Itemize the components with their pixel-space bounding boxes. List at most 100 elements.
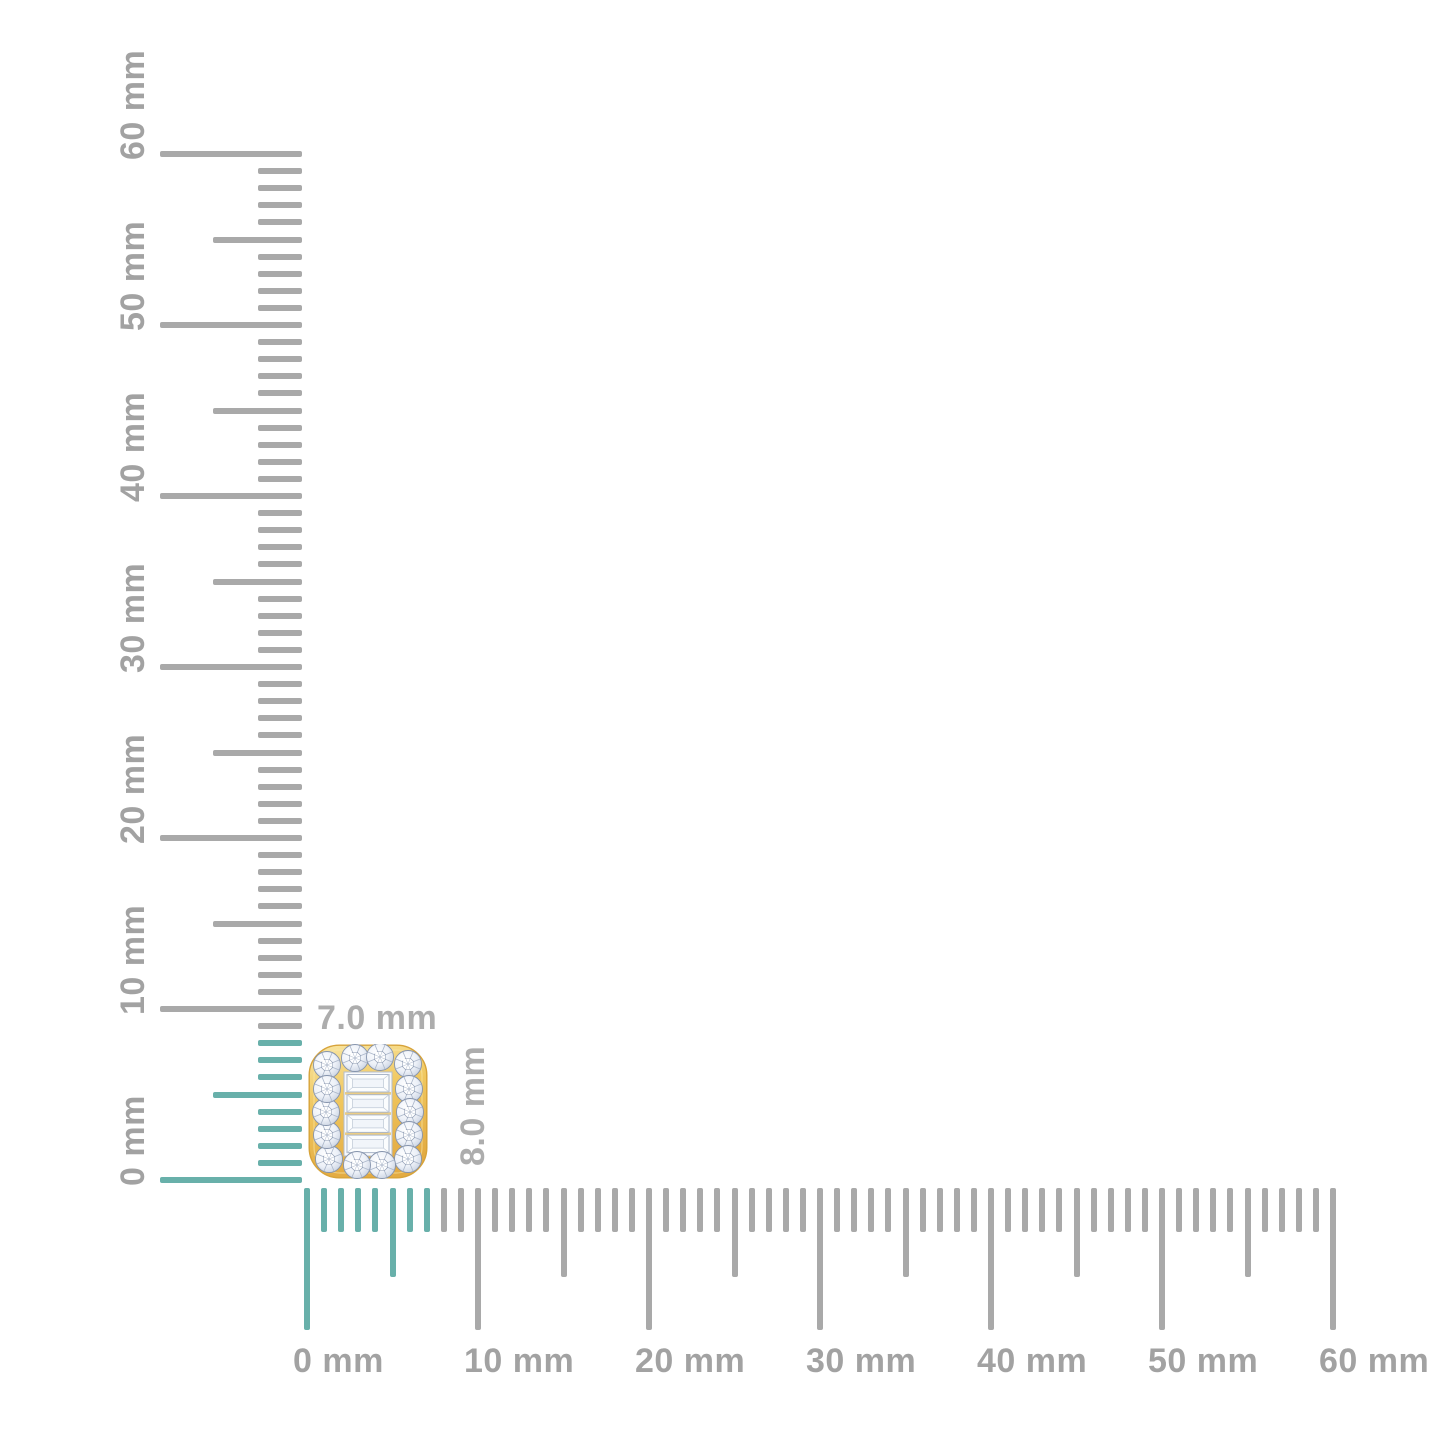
v-ruler-tick-15mm bbox=[213, 920, 302, 927]
v-ruler-tick-30mm bbox=[160, 664, 302, 670]
v-ruler-label-10mm: 10 mm bbox=[114, 904, 152, 1015]
v-ruler-tick-8mm bbox=[258, 1040, 302, 1047]
h-ruler-tick-28mm bbox=[782, 1188, 789, 1232]
v-ruler-tick-23mm bbox=[258, 783, 302, 790]
v-ruler-label-50mm: 50 mm bbox=[114, 220, 152, 331]
h-ruler-label-20mm: 20 mm bbox=[635, 1342, 746, 1380]
h-ruler-tick-56mm bbox=[1261, 1188, 1268, 1232]
h-ruler-tick-32mm bbox=[851, 1188, 858, 1232]
v-ruler-tick-48mm bbox=[258, 356, 302, 363]
h-ruler-tick-2mm bbox=[338, 1188, 345, 1232]
h-ruler-tick-9mm bbox=[457, 1188, 464, 1232]
h-ruler-tick-36mm bbox=[919, 1188, 926, 1232]
h-ruler-tick-41mm bbox=[1005, 1188, 1012, 1232]
h-ruler-tick-47mm bbox=[1107, 1188, 1114, 1232]
v-ruler-tick-34mm bbox=[258, 595, 302, 602]
h-ruler-tick-19mm bbox=[628, 1188, 635, 1232]
v-ruler-tick-57mm bbox=[258, 202, 302, 209]
h-ruler-tick-38mm bbox=[953, 1188, 960, 1232]
v-ruler-tick-35mm bbox=[213, 578, 302, 585]
h-ruler-tick-33mm bbox=[868, 1188, 875, 1232]
v-ruler-tick-13mm bbox=[258, 954, 302, 961]
v-ruler-tick-44mm bbox=[258, 424, 302, 431]
v-ruler-tick-49mm bbox=[258, 339, 302, 346]
h-ruler-tick-34mm bbox=[885, 1188, 892, 1232]
v-ruler-tick-19mm bbox=[258, 852, 302, 859]
v-ruler-tick-0mm bbox=[160, 1177, 302, 1183]
h-ruler-tick-29mm bbox=[799, 1188, 806, 1232]
v-ruler-tick-51mm bbox=[258, 304, 302, 311]
v-ruler-label-20mm: 20 mm bbox=[114, 733, 152, 844]
v-ruler-tick-6mm bbox=[258, 1074, 302, 1081]
h-ruler-tick-10mm bbox=[475, 1188, 481, 1330]
v-ruler-tick-26mm bbox=[258, 732, 302, 739]
h-ruler-tick-52mm bbox=[1193, 1188, 1200, 1232]
v-ruler-tick-58mm bbox=[258, 185, 302, 192]
v-ruler-tick-41mm bbox=[258, 475, 302, 482]
v-ruler-tick-25mm bbox=[213, 749, 302, 756]
h-ruler-tick-18mm bbox=[611, 1188, 618, 1232]
h-ruler-tick-27mm bbox=[765, 1188, 772, 1232]
v-ruler-tick-50mm bbox=[160, 322, 302, 328]
v-ruler-tick-12mm bbox=[258, 971, 302, 978]
h-ruler-tick-54mm bbox=[1227, 1188, 1234, 1232]
v-ruler-tick-28mm bbox=[258, 698, 302, 705]
v-ruler-tick-53mm bbox=[258, 270, 302, 277]
v-ruler-tick-9mm bbox=[258, 1023, 302, 1030]
v-ruler-label-0mm: 0 mm bbox=[114, 1095, 152, 1186]
v-ruler-tick-31mm bbox=[258, 646, 302, 653]
h-ruler-tick-30mm bbox=[817, 1188, 823, 1330]
h-ruler-tick-26mm bbox=[748, 1188, 755, 1232]
v-ruler-tick-1mm bbox=[258, 1159, 302, 1166]
baguette-column bbox=[343, 1071, 393, 1157]
h-ruler-tick-46mm bbox=[1090, 1188, 1097, 1232]
v-ruler-tick-7mm bbox=[258, 1057, 302, 1064]
h-ruler-tick-35mm bbox=[902, 1188, 909, 1277]
h-ruler-tick-53mm bbox=[1210, 1188, 1217, 1232]
v-ruler-tick-56mm bbox=[258, 219, 302, 226]
v-ruler-label-40mm: 40 mm bbox=[114, 391, 152, 502]
v-ruler-tick-20mm bbox=[160, 835, 302, 841]
v-ruler-tick-33mm bbox=[258, 612, 302, 619]
v-ruler-tick-22mm bbox=[258, 800, 302, 807]
h-ruler-tick-23mm bbox=[697, 1188, 704, 1232]
h-ruler-tick-25mm bbox=[731, 1188, 738, 1277]
h-ruler-tick-22mm bbox=[680, 1188, 687, 1232]
h-ruler-tick-0mm bbox=[304, 1188, 310, 1330]
h-ruler-tick-21mm bbox=[663, 1188, 670, 1232]
h-ruler-tick-39mm bbox=[970, 1188, 977, 1232]
h-ruler-tick-7mm bbox=[423, 1188, 430, 1232]
h-ruler-tick-59mm bbox=[1312, 1188, 1319, 1232]
v-ruler-tick-36mm bbox=[258, 561, 302, 568]
h-ruler-label-40mm: 40 mm bbox=[977, 1342, 1088, 1380]
h-ruler-tick-4mm bbox=[372, 1188, 379, 1232]
v-ruler-tick-16mm bbox=[258, 903, 302, 910]
h-ruler-tick-16mm bbox=[577, 1188, 584, 1232]
v-ruler-tick-29mm bbox=[258, 681, 302, 688]
h-ruler-label-0mm: 0 mm bbox=[293, 1342, 384, 1380]
h-ruler-tick-5mm bbox=[389, 1188, 396, 1277]
v-ruler-tick-11mm bbox=[258, 988, 302, 995]
diamond-stud-image bbox=[308, 1044, 428, 1179]
v-ruler-tick-24mm bbox=[258, 766, 302, 773]
v-ruler-tick-47mm bbox=[258, 373, 302, 380]
v-ruler-tick-4mm bbox=[258, 1108, 302, 1115]
v-ruler-tick-59mm bbox=[258, 168, 302, 175]
v-ruler-tick-21mm bbox=[258, 817, 302, 824]
v-ruler-label-60mm: 60 mm bbox=[114, 49, 152, 160]
v-ruler-tick-3mm bbox=[258, 1125, 302, 1132]
v-ruler-tick-38mm bbox=[258, 527, 302, 534]
v-ruler-tick-54mm bbox=[258, 253, 302, 260]
h-ruler-tick-15mm bbox=[560, 1188, 567, 1277]
h-ruler-tick-45mm bbox=[1073, 1188, 1080, 1277]
h-ruler-tick-58mm bbox=[1295, 1188, 1302, 1232]
v-ruler-tick-14mm bbox=[258, 937, 302, 944]
h-ruler-tick-42mm bbox=[1022, 1188, 1029, 1232]
h-ruler-tick-49mm bbox=[1141, 1188, 1148, 1232]
v-ruler-tick-46mm bbox=[258, 390, 302, 397]
h-ruler-tick-48mm bbox=[1124, 1188, 1131, 1232]
v-ruler-tick-37mm bbox=[258, 544, 302, 551]
h-ruler-tick-12mm bbox=[509, 1188, 516, 1232]
h-ruler-tick-6mm bbox=[406, 1188, 413, 1232]
